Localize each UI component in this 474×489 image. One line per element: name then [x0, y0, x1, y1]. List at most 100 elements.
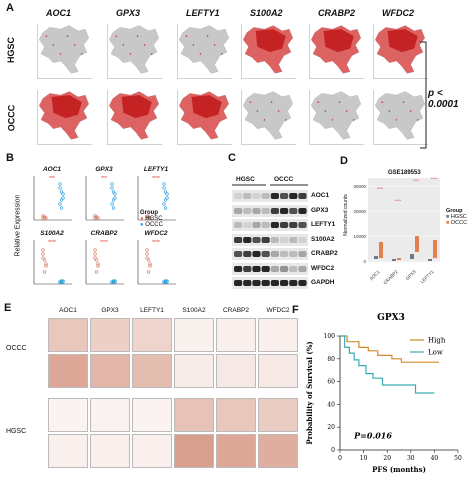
ihc-occc-low-s100a2: [174, 318, 214, 352]
svg-text:****: ****: [152, 176, 160, 182]
ihc-hgsc-high-crabp2: [216, 434, 256, 468]
km-pvalue: P=0.016: [353, 431, 392, 441]
km-curve-low: [340, 335, 435, 394]
km-ytick: 0: [331, 447, 335, 454]
ytick-d: 20000: [353, 209, 366, 214]
gene-header-wfdc2: WFDC2: [382, 8, 414, 18]
ihc-header-aoc1: AOC1: [59, 307, 77, 314]
umap-hgsc-aoc1: [37, 23, 93, 79]
wb-band-crabp2: [232, 248, 308, 260]
wb-band-gapdh: [232, 277, 308, 289]
km-curve-high: [340, 335, 440, 363]
svg-text:****: ****: [431, 176, 438, 181]
ihc-occc-low-wfdc2: [258, 318, 298, 352]
ihc-hgsc-low-crabp2: [216, 398, 256, 432]
panel-label-b: B: [6, 152, 14, 164]
km-xtick: 50: [454, 455, 462, 462]
ihc-header-lefty1: LEFTY1: [140, 307, 164, 314]
legend-title-b: Group: [140, 210, 158, 216]
svg-text:****: ****: [413, 178, 420, 183]
bracket: [420, 41, 427, 149]
gene-header-crabp2: CRABP2: [318, 8, 356, 18]
dotplot-aoc1: ***: [33, 176, 72, 221]
panel-label-c: C: [228, 152, 236, 164]
ihc-occc-high-crabp2: [216, 354, 256, 388]
wb-label-gapdh: GAPDH: [311, 279, 335, 286]
svg-text:****: ****: [377, 186, 384, 191]
panel-label-e: E: [4, 302, 12, 314]
row-label-occc: OCCC: [6, 104, 17, 132]
dotplot-crabp2: ****: [85, 240, 124, 285]
svg-text:***: ***: [101, 176, 107, 182]
wb-label-gpx3: GPX3: [311, 206, 329, 214]
wb-group-hgsc: HGSC: [236, 176, 255, 183]
wb-label-lefty1: LEFTY1: [311, 221, 336, 228]
umap-hgsc-gpx3: [107, 23, 163, 79]
legend-item-d-occc: ■ OCCC: [446, 220, 468, 226]
ihc-occc-low-crabp2: [216, 318, 256, 352]
km-xtick: 20: [383, 455, 391, 462]
ihc-hgsc-high-wfdc2: [258, 434, 298, 468]
legend-title-d: Group: [446, 208, 463, 214]
ihc-hgsc-high-s100a2: [174, 434, 214, 468]
ytick-d: 30000: [353, 184, 366, 189]
umap-hgsc-wfdc2: [373, 23, 429, 79]
km-title: GPX3: [377, 313, 405, 323]
ihc-occc-high-lefty1: [132, 354, 172, 388]
umap-hgsc-lefty1: [177, 23, 233, 79]
ihc-hgsc-low-wfdc2: [258, 398, 298, 432]
ihc-hgsc-high-gpx3: [90, 434, 130, 468]
svg-text:****: ****: [48, 240, 56, 246]
km-ytick: 20: [327, 424, 335, 431]
ytick-d: 0: [363, 259, 366, 264]
legend-item-occc: ● OCCC: [140, 222, 163, 228]
svg-text:****: ****: [152, 240, 160, 246]
umap-hgsc-crabp2: [309, 23, 365, 79]
wb-label-crabp2: CRABP2: [311, 250, 338, 257]
panel-label-d: D: [340, 155, 348, 167]
xtick-d: GPX3: [405, 269, 417, 281]
ihc-header-gpx3: GPX3: [101, 307, 119, 314]
ihc-header-s100a2: S100A2: [182, 307, 206, 314]
ihc-occc-low-aoc1: [48, 318, 88, 352]
dotplot-s100a2: ****: [33, 240, 72, 285]
ihc-occc-low-lefty1: [132, 318, 172, 352]
umap-occc-gpx3: [107, 89, 163, 145]
ihc-occc-high-aoc1: [48, 354, 88, 388]
panel-label-f: F: [292, 304, 299, 316]
row-label-hgsc: HGSC: [6, 36, 17, 64]
dotplot-title-lefty1: LEFTY1: [143, 166, 169, 173]
ihc-occc-high-gpx3: [90, 354, 130, 388]
dotplot-title-crabp2: CRABP2: [90, 230, 118, 237]
gene-header-s100a2: S100A2: [250, 8, 283, 18]
wb-band-gpx3: [232, 204, 308, 217]
km-ytick: 100: [324, 333, 336, 340]
ihc-occc-low-gpx3: [90, 318, 130, 352]
chart-title-d: GSE189553: [388, 170, 421, 176]
km-ytick: 60: [327, 379, 335, 386]
legend-d: Group ■ HGSC ■ OCCC: [446, 208, 467, 226]
legend-b: Group ● HGSC ● OCCC: [140, 210, 163, 228]
wb-label-wfdc2: WFDC2: [311, 264, 335, 272]
km-xlabel: PFS (months): [372, 465, 426, 474]
ihc-row-hgsc: HGSC: [6, 428, 27, 435]
svg-text:***: ***: [49, 176, 55, 182]
km-ytick: 40: [327, 401, 335, 408]
wb-label-aoc1: AOC1: [311, 192, 330, 199]
xtick-d: LEFTY1: [419, 269, 435, 285]
ihc-hgsc-high-aoc1: [48, 434, 88, 468]
gene-header-gpx3: GPX3: [116, 8, 141, 18]
wb-band-lefty1: [232, 219, 308, 231]
ihc-hgsc-low-aoc1: [48, 398, 88, 432]
p-value-a: p < 0.0001: [428, 88, 459, 110]
umap-occc-crabp2: [309, 89, 365, 145]
dotplot-title-s100a2: S100A2: [40, 230, 64, 237]
xtick-d: CRABP2: [382, 269, 399, 286]
legend-item-hgsc: ● HGSC: [140, 216, 163, 222]
xtick-d: AOC1: [368, 269, 381, 282]
wb-group-occc: OCCC: [274, 176, 294, 183]
umap-occc-aoc1: [37, 89, 93, 145]
km-xtick: 40: [431, 455, 439, 462]
km-xtick: 0: [338, 455, 342, 462]
